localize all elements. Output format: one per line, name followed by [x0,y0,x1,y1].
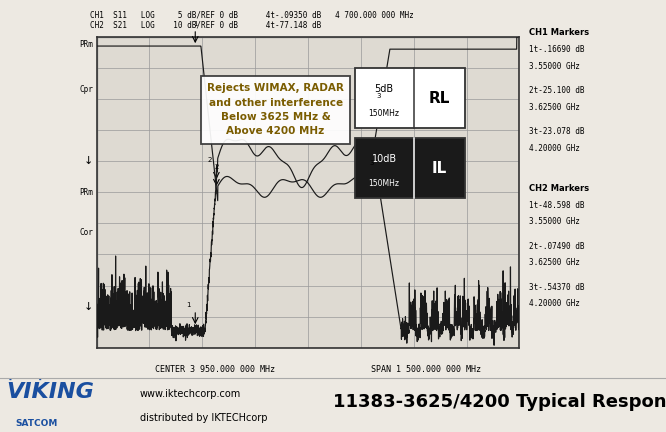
Text: 5dB: 5dB [374,84,394,94]
Text: CH1  S11   LOG     5 dB/REF 0 dB      4t-.09350 dB   4 700.000 000 MHz: CH1 S11 LOG 5 dB/REF 0 dB 4t-.09350 dB 4… [90,11,414,20]
Text: 3.62500 GHz: 3.62500 GHz [529,258,580,267]
Text: CENTER 3 950.000 000 MHz: CENTER 3 950.000 000 MHz [155,365,275,374]
Text: 3.55000 GHz: 3.55000 GHz [529,62,580,71]
Text: 3t-.54370 dB: 3t-.54370 dB [529,283,585,292]
Text: 1: 1 [186,302,190,308]
Text: PRm: PRm [79,40,93,49]
Text: 3: 3 [369,160,374,166]
Text: 150MHz: 150MHz [369,179,400,188]
Text: 1: 1 [193,22,198,27]
FancyBboxPatch shape [354,68,464,128]
FancyBboxPatch shape [354,138,464,198]
Text: 4.20000 GHz: 4.20000 GHz [529,144,580,153]
Text: SPAN 1 500.000 000 MHz: SPAN 1 500.000 000 MHz [372,365,482,374]
Text: IL: IL [432,161,447,176]
Text: www.iktechcorp.com: www.iktechcorp.com [140,389,241,399]
FancyBboxPatch shape [201,76,350,144]
Text: ↓: ↓ [84,156,93,166]
Text: 2t-25.100 dB: 2t-25.100 dB [529,86,585,95]
Text: VIKING: VIKING [7,382,95,402]
Text: Rejects WIMAX, RADAR
and other interference
Below 3625 MHz &
Above 4200 MHz: Rejects WIMAX, RADAR and other interfere… [207,83,344,137]
Text: SATCOM: SATCOM [15,419,58,428]
Text: 150MHz: 150MHz [369,109,400,118]
Text: 2t-.07490 dB: 2t-.07490 dB [529,242,585,251]
Text: 2: 2 [207,157,212,163]
Text: 11383-3625/4200 Typical Response: 11383-3625/4200 Typical Response [333,393,666,411]
Text: Cor: Cor [79,228,93,237]
Text: CH1 Markers: CH1 Markers [529,28,589,37]
Text: CH2  S21   LOG    10 dB/REF 0 dB      4t-77.148 dB: CH2 S21 LOG 10 dB/REF 0 dB 4t-77.148 dB [90,20,321,29]
Text: 3.55000 GHz: 3.55000 GHz [529,217,580,226]
Text: ↓: ↓ [84,302,93,312]
Text: 3.62500 GHz: 3.62500 GHz [529,103,580,112]
Text: PRm: PRm [79,188,93,197]
Text: 10dB: 10dB [372,154,397,164]
Text: 1t-48.598 dB: 1t-48.598 dB [529,201,585,210]
Text: 3t-23.078 dB: 3t-23.078 dB [529,127,585,137]
Text: distributed by IKTECHcorp: distributed by IKTECHcorp [140,413,267,423]
Text: Cpr: Cpr [79,85,93,94]
Text: RL: RL [428,91,450,106]
Text: 1t-.16690 dB: 1t-.16690 dB [529,45,585,54]
Text: 4.20000 GHz: 4.20000 GHz [529,299,580,308]
Text: 2: 2 [214,164,218,170]
Text: 3: 3 [376,93,381,99]
Text: CH2 Markers: CH2 Markers [529,184,589,193]
